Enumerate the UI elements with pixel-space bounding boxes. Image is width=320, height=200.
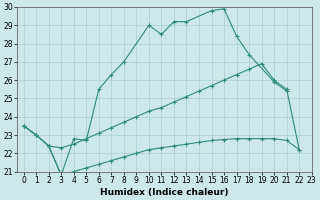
X-axis label: Humidex (Indice chaleur): Humidex (Indice chaleur) xyxy=(100,188,229,197)
